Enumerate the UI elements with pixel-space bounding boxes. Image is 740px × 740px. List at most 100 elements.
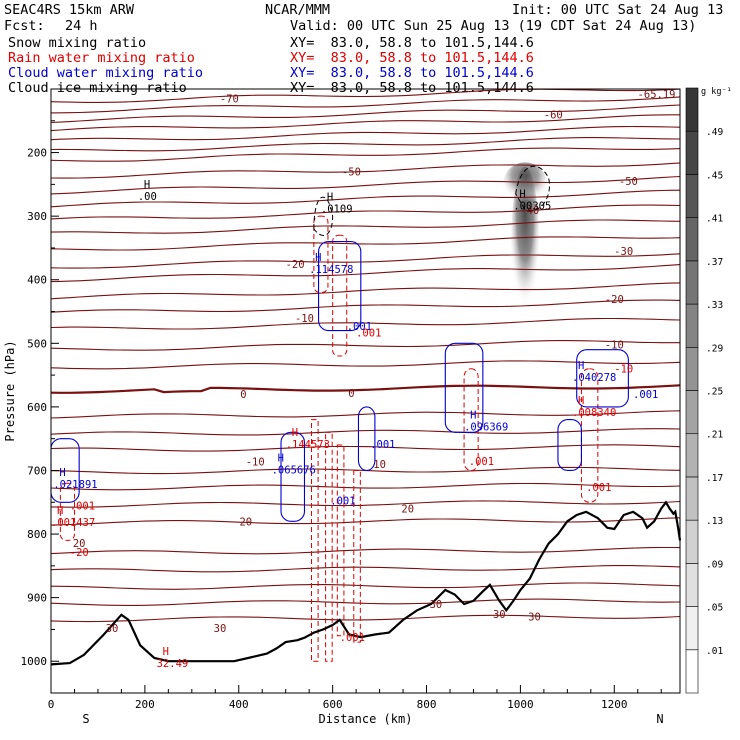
isotherm bbox=[50, 482, 681, 491]
cloud-ice-shading-top bbox=[503, 162, 548, 207]
maximum-marker: H bbox=[163, 646, 169, 658]
isotherm bbox=[50, 236, 681, 251]
x-tick-label: 800 bbox=[417, 698, 437, 711]
isotherm-label: 0 bbox=[240, 389, 246, 401]
x-axis-label: Distance (km) bbox=[319, 712, 413, 726]
maximum-marker: H bbox=[315, 252, 321, 264]
isotherm bbox=[50, 598, 681, 606]
isotherm bbox=[50, 253, 681, 269]
maximum-marker: H bbox=[578, 395, 584, 407]
isotherm bbox=[50, 384, 681, 394]
isotherm-label: -20 bbox=[605, 294, 624, 306]
rain-contour bbox=[325, 431, 333, 662]
maximum-value: .144573 bbox=[286, 439, 330, 451]
maximum-value: .0109 bbox=[321, 204, 353, 216]
colorbar-segment bbox=[685, 606, 699, 651]
isotherm-label: -50 bbox=[619, 176, 638, 188]
y-tick-label: 700 bbox=[27, 464, 47, 477]
isotherm-label: 30 bbox=[493, 609, 506, 621]
maximum-marker: H bbox=[519, 188, 525, 200]
isotherm bbox=[50, 282, 681, 300]
colorbar-tick-label: .17 bbox=[706, 473, 723, 484]
isotherm-label: -30 bbox=[614, 246, 633, 258]
y-tick-label: 800 bbox=[27, 528, 47, 541]
plot-frame bbox=[50, 88, 681, 694]
colorbar-tick-label: .01 bbox=[706, 646, 723, 657]
contour-label: .001 bbox=[356, 328, 381, 340]
isotherm-label: -70 bbox=[220, 94, 239, 106]
rain-contour bbox=[580, 368, 599, 503]
contour-label: .001 bbox=[370, 439, 395, 451]
maximum-value: .00305 bbox=[513, 200, 551, 212]
y-tick-label: 1000 bbox=[21, 655, 48, 668]
colorbar-tick-label: .13 bbox=[706, 516, 723, 527]
maximum-marker: H bbox=[578, 360, 584, 372]
rain-contour bbox=[463, 368, 479, 471]
isotherm bbox=[50, 219, 681, 234]
contour-label: .001 bbox=[70, 500, 95, 512]
isotherm bbox=[50, 410, 681, 419]
isotherm-label: -10 bbox=[246, 457, 265, 469]
colorbar-segment bbox=[685, 303, 699, 348]
colorbar-segment bbox=[685, 130, 699, 175]
cloud-ice-shading bbox=[511, 166, 540, 323]
contour-label: .001 bbox=[340, 632, 365, 644]
left-end-label: S bbox=[82, 712, 89, 726]
maximum-value: .096369 bbox=[464, 422, 508, 434]
isotherm bbox=[50, 340, 680, 351]
fcst-label: Fcst: bbox=[4, 18, 45, 34]
valid-time: Valid: 00 UTC Sun 25 Aug 13 (19 CDT Sat … bbox=[290, 18, 697, 34]
rain-contour bbox=[311, 419, 319, 662]
colorbar-segment bbox=[685, 346, 699, 391]
maximum-value: .001437 bbox=[51, 517, 95, 529]
y-tick-label: 300 bbox=[27, 210, 47, 223]
y-tick-label: 500 bbox=[27, 337, 47, 350]
field-rain: Rain water mixing ratio bbox=[8, 50, 195, 66]
colorbar-segment bbox=[685, 87, 699, 132]
maximum-marker: H bbox=[278, 452, 284, 464]
colorbar-segment bbox=[685, 260, 699, 305]
maximum-value: .040278 bbox=[572, 372, 616, 384]
colorbar-unit: g kg⁻¹ bbox=[701, 87, 732, 97]
isotherm bbox=[50, 264, 681, 283]
maximum-value: 32.49 bbox=[157, 658, 189, 670]
contour-label: .001 bbox=[633, 389, 658, 401]
cloud-water-contour bbox=[318, 241, 362, 332]
x-tick-label: 0 bbox=[48, 698, 55, 711]
isotherm bbox=[50, 500, 681, 508]
field-cloud-water: Cloud water mixing ratio bbox=[8, 65, 204, 81]
rain-contour bbox=[336, 444, 345, 637]
x-tick-label: 600 bbox=[323, 698, 343, 711]
maximum-marker: H bbox=[57, 505, 63, 517]
maximum-value: .021891 bbox=[53, 479, 97, 491]
isotherm-label: -10 bbox=[295, 313, 314, 325]
y-tick-label: 900 bbox=[27, 592, 47, 605]
isotherm-label: 30 bbox=[528, 612, 541, 624]
isotherm bbox=[50, 444, 681, 452]
contour-label: .001 bbox=[330, 495, 355, 507]
y-tick-label: 200 bbox=[27, 147, 47, 160]
colorbar-tick-label: .05 bbox=[706, 603, 723, 614]
contour-label: -10 bbox=[614, 364, 633, 376]
isotherm bbox=[50, 517, 681, 526]
isotherm bbox=[50, 175, 681, 195]
isotherm bbox=[50, 360, 681, 370]
fcst-value: 24 h bbox=[65, 18, 98, 34]
x-tick-label: 400 bbox=[229, 698, 249, 711]
field-snow: Snow mixing ratio bbox=[8, 35, 147, 51]
y-tick-label: 600 bbox=[27, 401, 47, 414]
x-tick-label: 1000 bbox=[507, 698, 534, 711]
isotherm bbox=[50, 88, 681, 103]
colorbar-tick-label: .09 bbox=[706, 559, 723, 570]
isotherm-label: 20 bbox=[401, 504, 414, 516]
isotherm bbox=[50, 125, 681, 141]
isotherm-label: 30 bbox=[106, 623, 119, 635]
colorbar-tick-label: .37 bbox=[706, 257, 723, 268]
colorbar-tick-label: .49 bbox=[706, 127, 723, 138]
maximum-value: .008340 bbox=[572, 407, 616, 419]
cloud-water-contour bbox=[357, 406, 376, 472]
rain-contour bbox=[332, 234, 348, 357]
org-label: NCAR/MMM bbox=[265, 2, 331, 18]
